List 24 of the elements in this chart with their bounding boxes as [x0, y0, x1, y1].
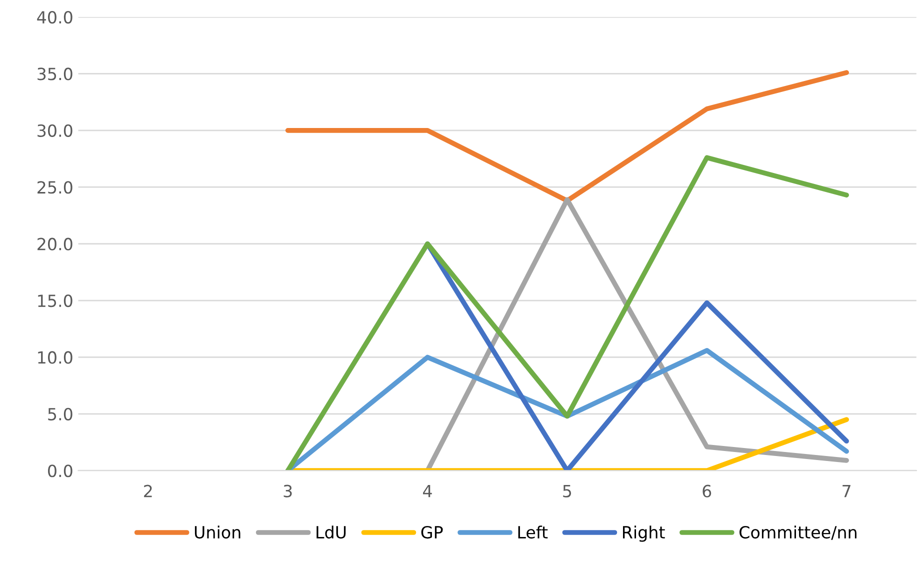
line-series — [285, 155, 849, 471]
x-tick-label: 4 — [423, 485, 432, 498]
legend-label: Union — [194, 526, 240, 539]
y-tick-label: 30.0 — [38, 124, 72, 137]
y-tick-label: 0.0 — [48, 464, 72, 478]
x-tick-label: 6 — [702, 484, 712, 498]
y-tick-label: 10.0 — [38, 351, 72, 364]
x-tick-label: 5 — [563, 485, 572, 498]
y-tick-label: 35.0 — [38, 68, 72, 80]
legend-label: GP — [421, 526, 443, 539]
x-tick-label: 3 — [284, 484, 292, 498]
legend-label: Right — [623, 526, 665, 542]
legend-label: LdU — [316, 526, 346, 539]
legend-label: Committee/nn — [740, 526, 856, 540]
y-tick-label: 15.0 — [38, 294, 72, 308]
x-tick-label: 2 — [144, 484, 152, 498]
legend-label: Left — [518, 526, 548, 539]
y-tick-label: 20.0 — [38, 238, 72, 250]
y-tick-label: 5.0 — [48, 408, 72, 420]
y-tick-label: 25.0 — [38, 181, 72, 194]
line-series — [285, 70, 849, 204]
y-tick-label: 40.0 — [37, 10, 72, 24]
x-tick-label: 7 — [842, 485, 850, 498]
line-series — [425, 197, 849, 471]
